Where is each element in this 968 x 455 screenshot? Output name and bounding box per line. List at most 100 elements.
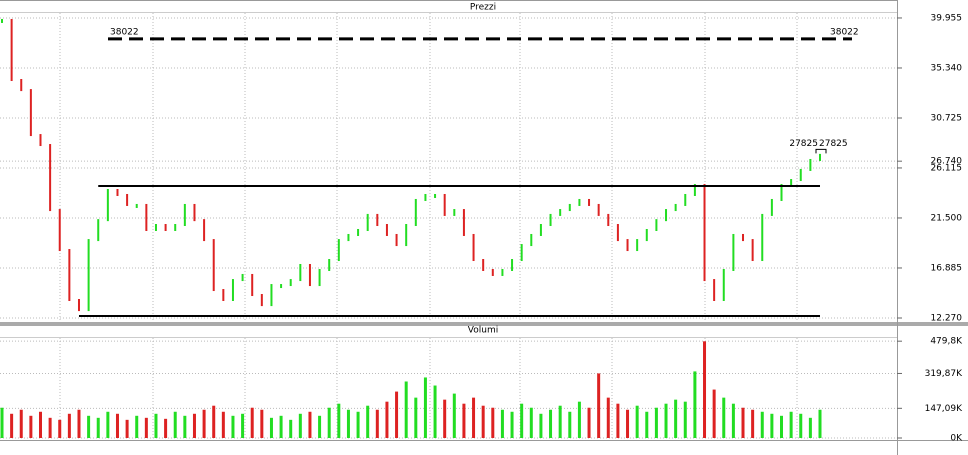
panel-title: Volumi (468, 326, 498, 336)
volume-bar (366, 405, 370, 438)
price-bar (780, 184, 783, 201)
price-bar (58, 209, 61, 252)
last-marker-label: 27825 (819, 139, 848, 149)
price-bar (501, 268, 504, 276)
volume-bar (597, 373, 601, 438)
price-bar (87, 239, 90, 312)
volume-bar (38, 411, 42, 438)
y-tick-label: 319,87K (925, 369, 963, 379)
volume-bar (558, 405, 562, 438)
price-bar (809, 158, 812, 171)
price-bar (636, 239, 639, 252)
price-bar (337, 239, 340, 262)
volume-bar (616, 403, 620, 438)
price-bar (520, 244, 523, 262)
volume-bar (164, 418, 168, 438)
price-bar (703, 184, 706, 282)
volume-bar (520, 403, 524, 438)
price-bar (424, 193, 427, 201)
price-bar (20, 79, 23, 92)
price-bar (241, 273, 244, 282)
price-bar (453, 209, 456, 216)
price-bar (318, 268, 321, 287)
y-tick-label: 30.725 (931, 113, 963, 123)
price-bar (761, 213, 764, 262)
price-bar (164, 224, 167, 231)
price-bar (154, 224, 157, 231)
price-bar (693, 184, 696, 196)
volume-bar (780, 415, 784, 438)
volume-bar (144, 417, 148, 438)
volume-bar (452, 393, 456, 438)
price-bar (222, 289, 225, 302)
price-bar (559, 209, 562, 216)
price-bar (376, 213, 379, 227)
volume-bar (67, 413, 71, 438)
price-bar (29, 89, 32, 137)
price-bar (39, 134, 42, 147)
volume-bar (529, 407, 533, 438)
volume-bar (818, 409, 822, 438)
volume-bar (183, 415, 187, 438)
price-bar (578, 198, 581, 206)
volume-bar (192, 413, 196, 438)
volume-bar (674, 399, 678, 438)
y-tick-label: 479,8K (930, 337, 963, 347)
price-bar (665, 209, 668, 222)
price-bar (626, 239, 629, 252)
price-bar (722, 268, 725, 302)
price-bar (607, 213, 610, 227)
volume-bar (703, 341, 707, 438)
price-bar (645, 228, 648, 242)
price-bar (549, 213, 552, 227)
price-bar (10, 18, 13, 82)
volume-bar (58, 419, 62, 438)
volume-bar (48, 417, 52, 438)
volume-bar (606, 397, 610, 438)
y-tick-label: 39.955 (931, 13, 963, 23)
volume-bar (356, 411, 360, 438)
volume-bar (154, 413, 158, 438)
volume-bar (125, 419, 129, 438)
volume-bar (808, 417, 812, 438)
volume-bar (760, 411, 764, 438)
y-tick-label: 0K (950, 434, 963, 444)
price-bar (491, 268, 494, 276)
price-bar (231, 279, 234, 302)
price-bar (357, 228, 360, 236)
price-bar (126, 193, 129, 206)
volume-bar (549, 409, 553, 438)
volume-bar (693, 371, 697, 438)
price-bar (385, 224, 388, 236)
price-bar (68, 249, 71, 302)
volume-bar (260, 409, 264, 438)
volume-bar (731, 403, 735, 438)
volume-bar (173, 411, 177, 438)
volume-bar (799, 413, 803, 438)
price-bar (732, 233, 735, 271)
volume-bar (231, 415, 235, 438)
volume-bar (375, 409, 379, 438)
price-bar (49, 144, 52, 212)
price-bar (770, 198, 773, 216)
price-bar (597, 203, 600, 216)
price-bar (270, 284, 273, 307)
price-bar (1, 18, 3, 23)
price-bar (616, 224, 619, 242)
price-bar (434, 193, 437, 198)
volume-bar (626, 409, 630, 438)
price-bar (251, 273, 254, 297)
price-bar (414, 198, 417, 227)
price-bar (443, 193, 446, 216)
volume-bar (318, 415, 322, 438)
price-bar (145, 203, 148, 231)
y-tick-label: 12.270 (931, 313, 963, 323)
price-bar (742, 233, 745, 242)
reference-label: 38022 (830, 27, 859, 37)
volume-bar (462, 403, 466, 438)
price-bar (530, 233, 533, 247)
price-bar (193, 203, 196, 222)
panel-separator (0, 322, 968, 326)
last-marker (815, 148, 827, 154)
price-bar (568, 203, 571, 212)
